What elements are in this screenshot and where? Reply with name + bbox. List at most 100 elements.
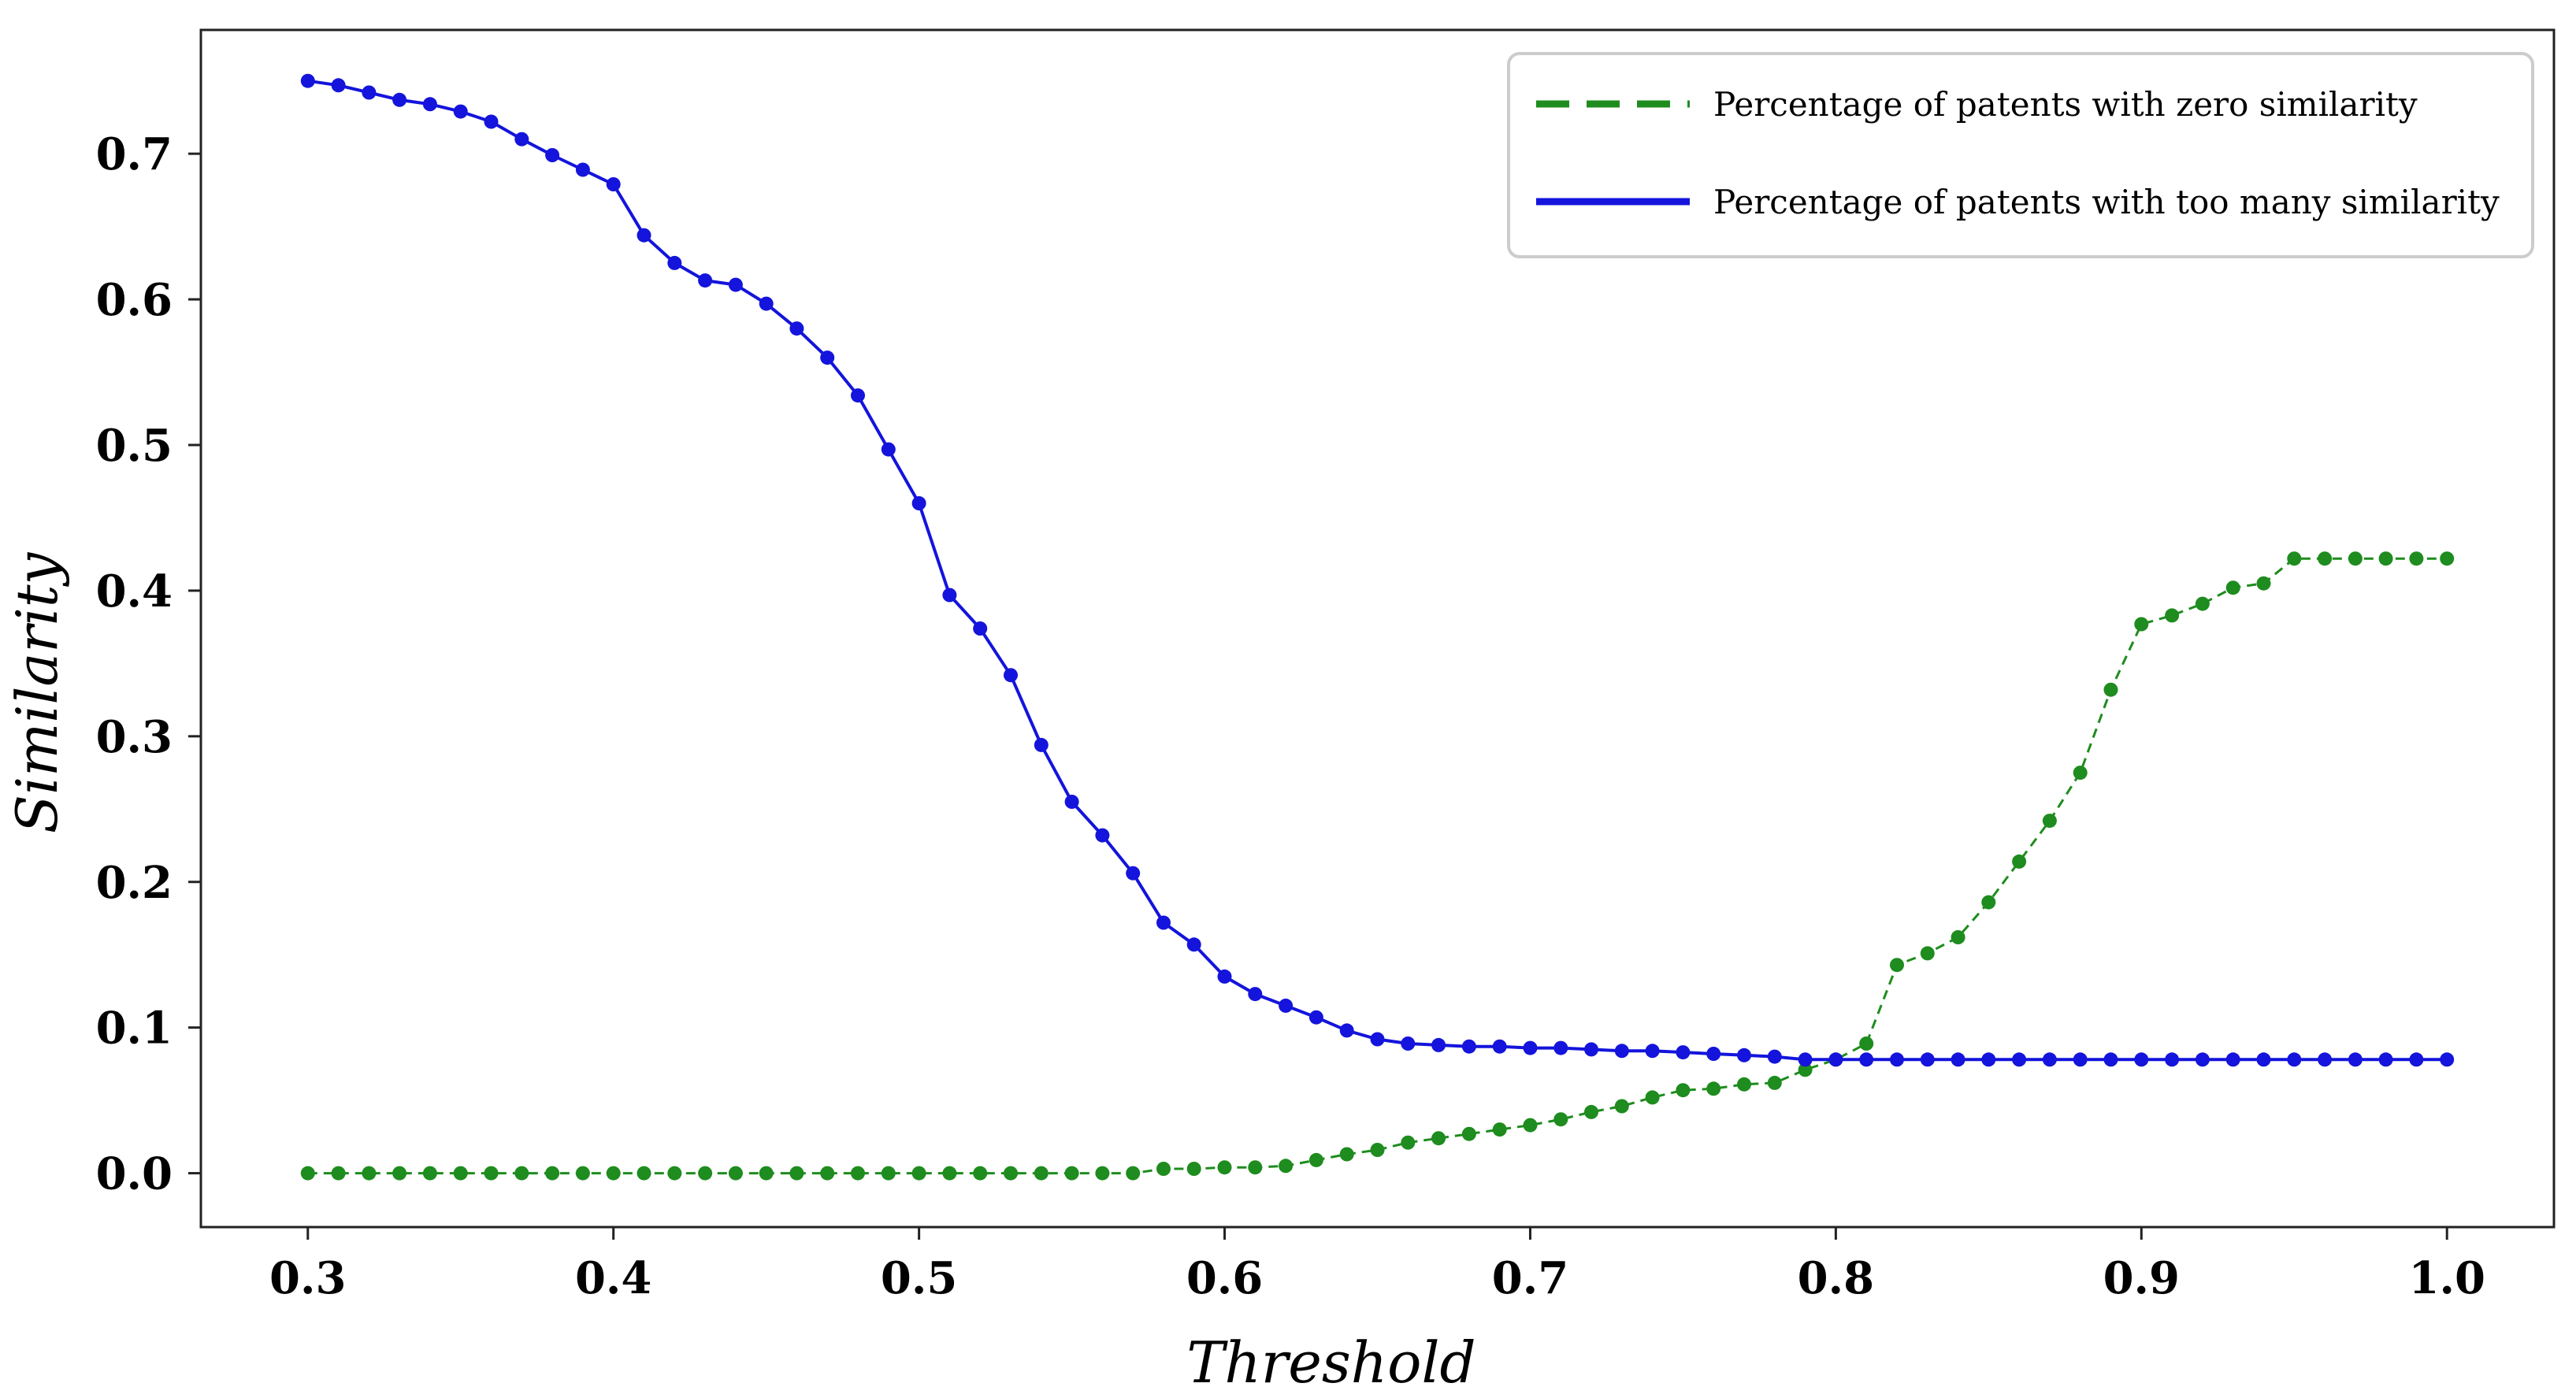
data-point [1890, 1052, 1904, 1067]
data-point [1095, 1166, 1110, 1181]
data-point [2409, 551, 2424, 566]
data-point [1492, 1122, 1507, 1137]
y-axis-ticks: 0.0 0.1 0.2 0.3 0.4 0.5 0.6 0.7 [96, 128, 201, 1200]
data-point [1339, 1147, 1354, 1162]
data-point [575, 162, 590, 177]
data-point [1034, 737, 1049, 752]
data-point [881, 1166, 896, 1181]
plot-frame [199, 28, 2556, 1229]
data-point [1339, 1023, 1354, 1038]
data-point [1767, 1049, 1782, 1064]
data-point [1798, 1062, 1813, 1077]
x-axis-title: Threshold [1186, 1329, 1475, 1396]
data-point [484, 1166, 499, 1181]
data-point [1890, 958, 1904, 973]
data-point [2256, 1052, 2271, 1067]
data-point [362, 85, 377, 100]
y-axis-title: Similarity [4, 551, 70, 833]
x-tick-label: 0.6 [1186, 1252, 1263, 1304]
data-point [1645, 1090, 1660, 1105]
data-point [759, 1166, 774, 1181]
y-tick-label: 0.1 [96, 1003, 173, 1055]
y-tick-label: 0.2 [96, 857, 173, 909]
data-point [2440, 1052, 2455, 1067]
data-point [1431, 1131, 1446, 1146]
data-point [851, 1166, 865, 1181]
data-point [1401, 1135, 1416, 1150]
data-point [2440, 551, 2455, 566]
data-point [789, 1166, 804, 1181]
y-tick-label: 0.4 [96, 566, 173, 617]
data-point [453, 104, 468, 119]
data-point [2165, 1052, 2180, 1067]
data-point [1461, 1126, 1476, 1141]
data-point [1584, 1104, 1598, 1119]
data-point [759, 296, 774, 311]
data-point [1126, 1166, 1141, 1181]
legend-label-too-many-similarity: Percentage of patents with too many simi… [1713, 183, 2500, 221]
data-point [1217, 1160, 1232, 1175]
data-point [1279, 1159, 1294, 1174]
data-point [851, 388, 865, 403]
data-point [1920, 1052, 1935, 1067]
legend-label-zero-similarity: Percentage of patents with zero similari… [1713, 85, 2418, 124]
data-point [637, 228, 651, 243]
data-point [2103, 1052, 2118, 1067]
x-tick-label: 0.4 [575, 1252, 651, 1304]
data-point [637, 1166, 651, 1181]
data-point [453, 1166, 468, 1181]
data-point [2378, 1052, 2393, 1067]
data-point [911, 496, 926, 510]
data-point [300, 73, 315, 88]
data-point [545, 148, 560, 162]
data-point [2195, 1052, 2210, 1067]
data-point [1095, 828, 1110, 843]
data-point [942, 588, 957, 603]
data-point [2409, 1052, 2424, 1067]
data-point [973, 1166, 988, 1181]
data-point [1951, 930, 1965, 944]
y-tick-label: 0.0 [96, 1148, 173, 1200]
data-point [1523, 1118, 1538, 1133]
data-point [1248, 987, 1263, 1002]
data-point [820, 1166, 835, 1181]
data-point [698, 273, 713, 288]
data-point [2042, 814, 2057, 829]
data-point [1156, 1162, 1171, 1176]
data-point [2134, 1052, 2149, 1067]
data-point [1706, 1081, 1721, 1096]
series-layer [300, 73, 2455, 1181]
data-point [1951, 1052, 1965, 1067]
data-point [1279, 998, 1294, 1013]
data-point [2012, 1052, 2027, 1067]
data-point [667, 1166, 682, 1181]
data-point [1308, 1010, 1323, 1025]
data-point [1767, 1075, 1782, 1090]
data-point [789, 321, 804, 336]
data-point [1706, 1047, 1721, 1061]
data-point [1370, 1143, 1385, 1157]
data-point [362, 1166, 377, 1181]
data-point [973, 621, 988, 636]
y-tick-label: 0.3 [96, 711, 173, 763]
legend: Percentage of patents with zero similari… [1507, 52, 2534, 258]
y-tick-label: 0.5 [96, 420, 173, 472]
data-point [2318, 551, 2333, 566]
data-point [422, 1166, 437, 1181]
data-point [820, 350, 835, 365]
data-point [1553, 1040, 1568, 1055]
data-point [881, 442, 896, 457]
data-point [2225, 1052, 2240, 1067]
data-point [1248, 1160, 1263, 1175]
data-point [1645, 1044, 1660, 1059]
data-point [2073, 1052, 2088, 1067]
data-point [392, 1166, 407, 1181]
data-point [1064, 1166, 1079, 1181]
data-point [1461, 1039, 1476, 1054]
data-point [1034, 1166, 1049, 1181]
data-point [545, 1166, 560, 1181]
data-point [728, 277, 743, 292]
data-point [2134, 617, 2149, 632]
data-point [1156, 915, 1171, 930]
